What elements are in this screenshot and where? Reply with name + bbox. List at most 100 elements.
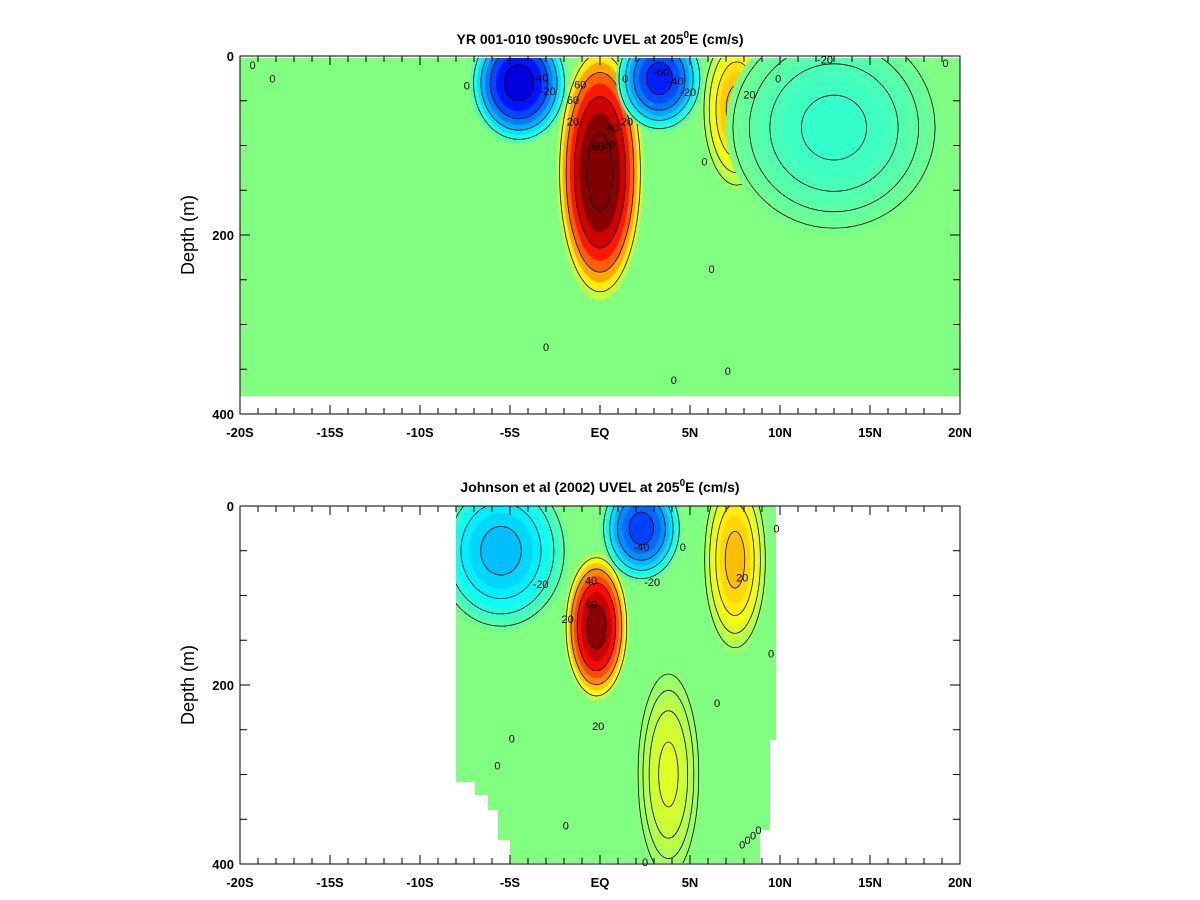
velocity-core-3-level-8 (480, 526, 522, 576)
contour-label: 40 (606, 123, 618, 135)
contour-label: -20 (540, 86, 556, 98)
velocity-core-0-level-8 (586, 604, 607, 650)
contour-line (573, 96, 627, 249)
contour-label: 20 (592, 721, 604, 733)
contour-line (628, 511, 655, 545)
contour-line (565, 71, 635, 273)
contour-label: 20 (621, 116, 633, 128)
velocity-field (240, 58, 960, 397)
contour-line (732, 58, 936, 229)
contour-label: -20 (644, 577, 660, 589)
contour-label: 60 (567, 95, 579, 107)
contour-label: 20 (567, 116, 579, 128)
contour-label: 0 (622, 73, 628, 85)
contour-label: 0 (563, 821, 569, 833)
y-axis-label: Depth (m) (178, 195, 198, 275)
contour-line (456, 506, 565, 627)
x-tick-label: 10N (768, 875, 792, 890)
contour-line (489, 58, 549, 120)
x-tick-label: -20S (226, 875, 254, 890)
contour-label: 0 (750, 830, 756, 842)
contour-label: 60 (585, 599, 597, 611)
contour-line (460, 506, 542, 599)
contour-label: 60 (592, 141, 604, 153)
contour-line (618, 58, 701, 130)
velocity-core-1-level-8 (629, 512, 654, 545)
chart-title: Johnson et al (2002) UVEL at 2050E (cm/s… (460, 478, 739, 495)
velocity-core-0-level-8 (586, 133, 614, 211)
contour-line (576, 582, 617, 672)
contour-line (609, 506, 674, 571)
contour-line (658, 741, 679, 808)
contour-line (603, 506, 680, 580)
chart-title: YR 001-010 t90s90cfc UVEL at 2050E (cm/s… (456, 30, 743, 47)
contour-label: 20 (743, 89, 755, 101)
contour-line (769, 63, 899, 192)
x-tick-label: 15N (858, 875, 882, 890)
x-tick-label: -5S (500, 425, 521, 440)
contour-label: 0 (269, 73, 275, 85)
contour-label: 0 (773, 523, 779, 535)
chart-svg-observed: Johnson et al (2002) UVEL at 2050E (cm/s… (178, 478, 972, 890)
x-tick-label: 5N (682, 425, 699, 440)
contour-line (642, 689, 695, 860)
y-tick-label: 400 (212, 857, 234, 872)
contour-line (625, 58, 694, 121)
y-tick-label: 0 (227, 49, 234, 64)
contour-line (637, 673, 700, 863)
contour-line (648, 710, 689, 839)
contour-line (715, 506, 755, 616)
contour-line (480, 526, 522, 576)
contour-label: 0 (943, 58, 949, 70)
contour-line (633, 58, 686, 111)
contour-label: -40 (668, 76, 684, 88)
contour-label: 0 (680, 542, 686, 554)
contour-line (559, 58, 641, 293)
x-tick-label: -5S (500, 875, 521, 890)
contour-label: -20 (533, 579, 549, 591)
velocity-field (456, 506, 776, 863)
velocity-core-1-level-8 (504, 64, 534, 102)
y-tick-label: 0 (227, 499, 234, 514)
contour-label: 0 (642, 857, 648, 869)
contour-label: 0 (745, 835, 751, 847)
x-tick-label: EQ (591, 875, 610, 890)
contour-line (709, 506, 761, 634)
contour-line (565, 557, 628, 697)
contour-line (456, 506, 555, 615)
contour-line (480, 58, 558, 131)
contour-label: 60 (574, 80, 586, 92)
contour-label: 0 (671, 375, 677, 387)
x-tick-label: 20N (948, 425, 972, 440)
contour-label: 0 (775, 73, 781, 85)
x-tick-label: -10S (406, 875, 434, 890)
contour-label: 20 (736, 573, 748, 585)
contour-line (570, 568, 623, 686)
velocity-core-2-level-8 (725, 531, 745, 589)
chart-panel-observed: Johnson et al (2002) UVEL at 2050E (cm/s… (0, 450, 1200, 900)
contour-line (704, 506, 766, 649)
contour-line (616, 506, 666, 561)
contour-line (503, 64, 535, 102)
contour-label: 0 (509, 734, 515, 746)
contour-label: -40 (633, 542, 649, 554)
contour-label: -60 (653, 67, 669, 79)
contour-label: 20 (603, 140, 615, 152)
contour-label: 0 (701, 157, 707, 169)
x-tick-label: 5N (682, 875, 699, 890)
contour-label: -20 (680, 87, 696, 99)
contour-label: -20 (817, 55, 833, 67)
contour-label: 0 (725, 366, 731, 378)
x-tick-label: 20N (948, 875, 972, 890)
contour-label: 0 (543, 342, 549, 354)
x-tick-label: EQ (591, 425, 610, 440)
contour-label: 0 (739, 839, 745, 851)
contour-label: 0 (709, 264, 715, 276)
contour-line (724, 530, 746, 589)
x-tick-label: 15N (858, 425, 882, 440)
contour-line (801, 94, 867, 161)
contour-label: 0 (464, 81, 470, 93)
contour-label: 0 (768, 649, 774, 661)
